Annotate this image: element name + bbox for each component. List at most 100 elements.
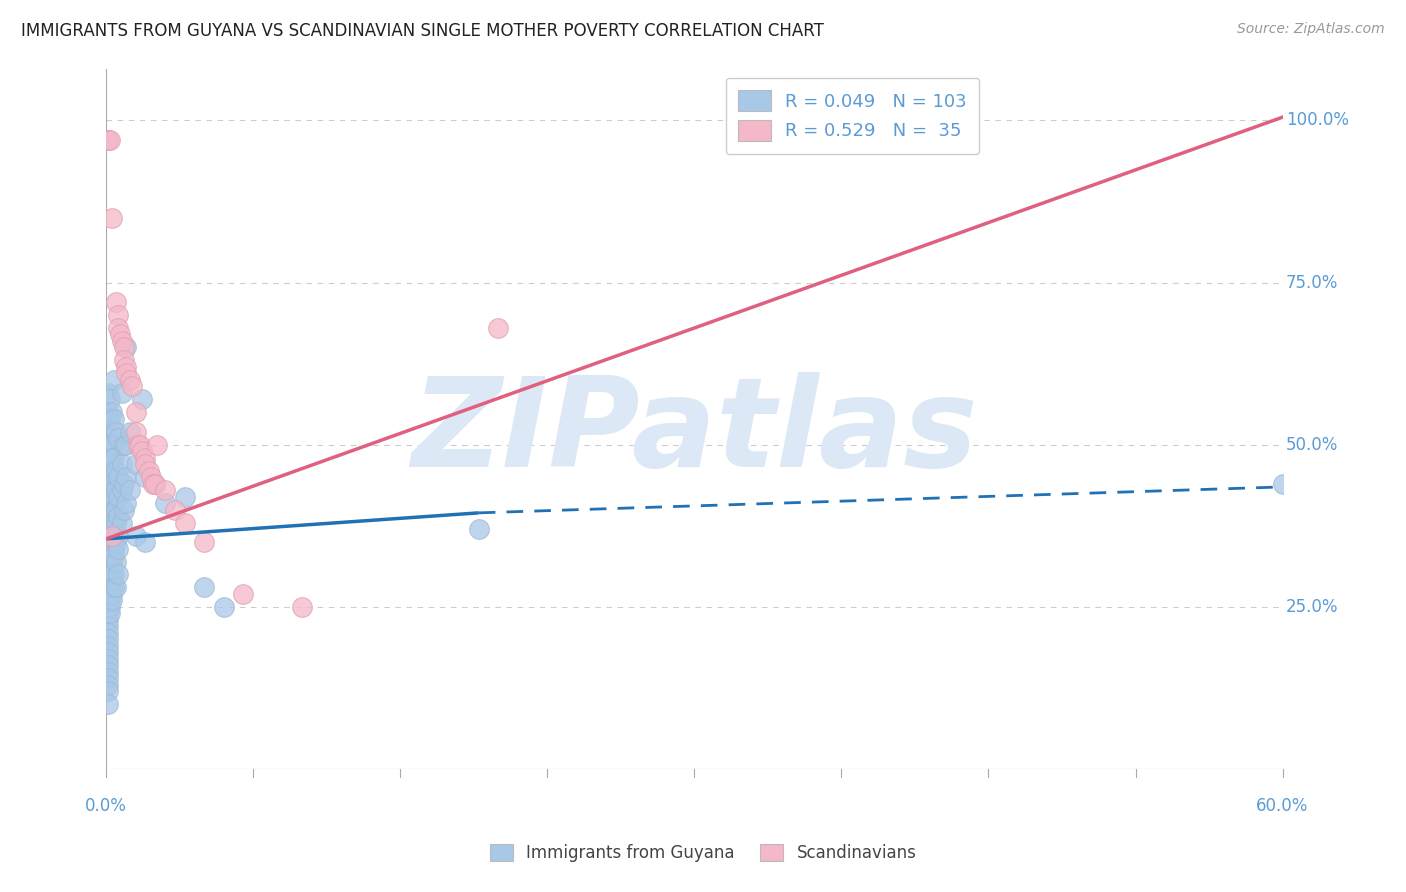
Point [97,652,120,666]
Legend: Immigrants from Guyana, Scandinavians: Immigrants from Guyana, Scandinavians [481,836,925,871]
Point [118,373,141,387]
Point [111,334,134,348]
Point [107,541,129,556]
Point [115,367,138,381]
Point [98,392,121,407]
Point [111,457,134,471]
Point [291,599,314,614]
Text: 60.0%: 60.0% [1257,797,1309,815]
Point [134,535,156,549]
Point [138,464,160,478]
Point [486,321,509,335]
Point [98,574,121,588]
Point [141,470,163,484]
Point [134,457,156,471]
Point [98,581,121,595]
Point [118,425,141,439]
Point [143,476,166,491]
Point [105,554,128,568]
Point [97,625,120,640]
Point [112,341,135,355]
Text: 25.0%: 25.0% [1286,598,1339,615]
Point [98,548,121,562]
Point [97,561,120,575]
Point [173,516,195,530]
Point [97,490,120,504]
Point [103,450,125,465]
Point [97,697,120,711]
Point [97,548,120,562]
Point [97,639,120,653]
Point [115,470,138,484]
Point [112,476,135,491]
Point [105,581,128,595]
Point [98,457,121,471]
Point [103,541,125,556]
Point [101,450,124,465]
Point [101,593,124,607]
Point [105,425,128,439]
Point [98,470,121,484]
Point [143,476,166,491]
Point [105,464,128,478]
Point [115,438,138,452]
Point [97,593,120,607]
Point [97,678,120,692]
Point [98,464,121,478]
Point [101,567,124,582]
Point [103,567,125,582]
Point [97,541,120,556]
Point [98,483,121,498]
Point [111,385,134,400]
Point [101,528,124,542]
Text: 0.0%: 0.0% [86,797,127,815]
Point [115,341,138,355]
Point [232,587,254,601]
Point [98,502,121,516]
Point [107,308,129,322]
Point [97,476,120,491]
Point [97,607,120,621]
Point [98,496,121,510]
Point [97,567,120,582]
Point [97,581,120,595]
Point [115,496,138,510]
Point [107,321,129,335]
Point [101,587,124,601]
Point [1271,476,1294,491]
Point [103,412,125,426]
Point [108,327,131,342]
Point [98,490,121,504]
Text: ZIPatlas: ZIPatlas [411,372,977,493]
Point [97,632,120,647]
Point [142,476,165,491]
Point [98,476,121,491]
Point [103,581,125,595]
Point [97,385,120,400]
Point [97,599,120,614]
Point [103,548,125,562]
Point [97,405,120,419]
Point [101,464,124,478]
Legend: R = 0.049   N = 103, R = 0.529   N =  35: R = 0.049 N = 103, R = 0.529 N = 35 [725,78,980,153]
Point [97,509,120,524]
Point [105,502,128,516]
Point [105,483,128,498]
Point [98,607,121,621]
Text: IMMIGRANTS FROM GUYANA VS SCANDINAVIAN SINGLE MOTHER POVERTY CORRELATION CHART: IMMIGRANTS FROM GUYANA VS SCANDINAVIAN S… [21,22,824,40]
Point [467,522,489,536]
Point [97,587,120,601]
Point [97,574,120,588]
Point [105,516,128,530]
Point [97,133,120,147]
Point [97,522,120,536]
Point [98,587,121,601]
Point [134,450,156,465]
Point [153,496,176,510]
Point [124,528,146,542]
Point [98,522,121,536]
Point [101,490,124,504]
Point [97,671,120,685]
Point [97,133,120,147]
Point [101,516,124,530]
